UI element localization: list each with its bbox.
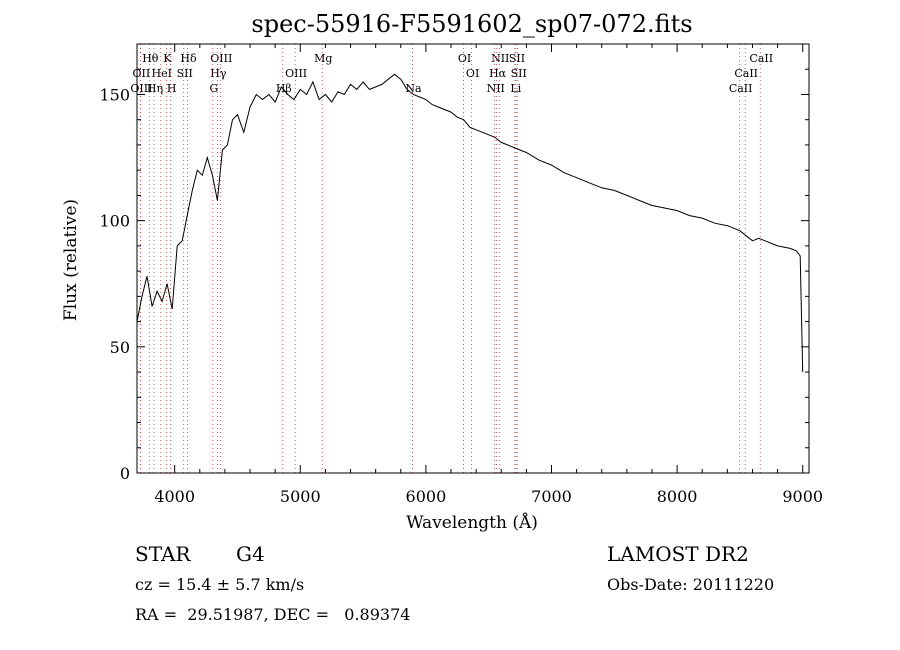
spectral-line-label: OIII — [130, 82, 152, 95]
coordinates: RA = 29.51987, DEC = 0.89374 — [135, 605, 411, 624]
spectral-line-label: Li — [510, 82, 521, 95]
chart-title: spec-55916-F5591602_sp07-072.fits — [251, 10, 692, 38]
spectral-line-label: NII — [491, 52, 509, 65]
spectral-line-label: H — [167, 82, 177, 95]
spectral-line-label: Mg — [314, 52, 332, 65]
y-tick-label: 50 — [110, 338, 130, 357]
spectral-line-label: SII — [177, 67, 193, 80]
spectral-line-label: OII — [133, 67, 151, 80]
spectral-line-label: Hθ — [142, 52, 159, 65]
object-class: STAR — [135, 542, 191, 566]
spectral-line-label: OIII — [285, 67, 307, 80]
axis-ticks: 4000 5000 6000 7000 8000 9000 0 50 100 150 — [99, 44, 823, 506]
spectral-line-label: G — [209, 82, 218, 95]
object-subclass: G4 — [236, 542, 265, 566]
spectral-line-label: NII — [487, 82, 505, 95]
spectral-line-label: CaII — [734, 67, 758, 80]
x-tick-label: 6000 — [406, 487, 447, 506]
spectral-line-label: Hδ — [180, 52, 197, 65]
y-axis-label: Flux (relative) — [61, 199, 81, 321]
x-tick-label: 5000 — [280, 487, 321, 506]
y-tick-label: 150 — [99, 85, 130, 104]
spectral-line-label: HeI — [152, 67, 172, 80]
spectral-line-label: OIII — [210, 52, 232, 65]
spectral-line-label: CaII — [749, 52, 773, 65]
spectral-line-label: Hα — [489, 67, 507, 80]
x-tick-label: 4000 — [154, 487, 195, 506]
y-tick-label: 0 — [120, 464, 130, 483]
spectral-line-label: K — [163, 52, 172, 65]
y-tick-label: 100 — [99, 212, 130, 231]
obs-date: Obs-Date: 20111220 — [607, 575, 775, 594]
spectral-line-label: SII — [509, 52, 525, 65]
redshift-readout: cz = 15.4 ± 5.7 km/s — [135, 575, 305, 594]
survey-name: LAMOST DR2 — [607, 542, 749, 566]
spectral-line-label: Hγ — [210, 67, 227, 80]
spectral-line-label: Hη — [147, 82, 163, 95]
spectral-line-label: OI — [466, 67, 479, 80]
spectral-line-label: CaII — [729, 82, 753, 95]
x-tick-label: 7000 — [531, 487, 572, 506]
spectrum-series — [136, 73, 804, 373]
spectral-line-label: Hβ — [276, 82, 292, 95]
spectrum-line — [136, 73, 804, 373]
spectral-line-label: Na — [405, 82, 422, 95]
spectral-line-label: SII — [511, 67, 527, 80]
x-tick-label: 8000 — [657, 487, 698, 506]
spectral-line-label: OI — [458, 52, 471, 65]
x-tick-label: 9000 — [782, 487, 823, 506]
plot-frame — [136, 43, 810, 474]
x-axis-label: Wavelength (Å) — [406, 512, 538, 533]
